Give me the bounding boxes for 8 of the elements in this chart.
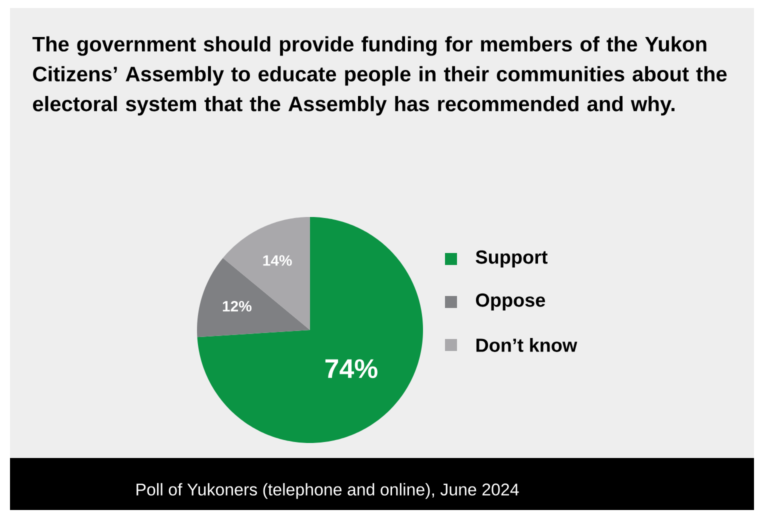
data-label: 12% — [222, 300, 252, 312]
data-label: 74% — [325, 359, 378, 378]
legend-label: Oppose — [476, 293, 546, 311]
text: Poll of Yukoners (telephone and online), June 2024 — [136, 483, 519, 499]
chart-title: The government should provide funding for members of the Yukon Citizens’ Assembly to educate people in their communities about the electoral system that the Assembly has recommended and why. — [32, 36, 727, 116]
legend-label: Don’t know — [476, 338, 578, 352]
legend-label: Support — [476, 250, 548, 268]
data-label: 14% — [263, 255, 292, 266]
